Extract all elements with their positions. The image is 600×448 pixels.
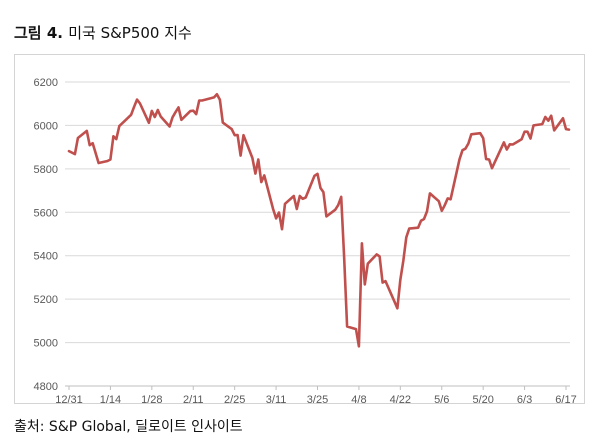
x-tick-label: 12/31 — [55, 394, 83, 403]
source-note: 출처: S&P Global, 딜로이트 인사이트 — [14, 419, 243, 435]
y-tick-label: 5600 — [34, 207, 58, 219]
figure-number: 그림 4. — [14, 24, 63, 42]
y-tick-label: 5000 — [34, 338, 58, 350]
x-tick-label: 6/3 — [517, 394, 532, 403]
y-tick-label: 5800 — [34, 164, 58, 176]
x-tick-label: 2/11 — [183, 394, 204, 403]
y-tick-label: 4800 — [34, 381, 58, 393]
x-tick-label: 2/25 — [224, 394, 245, 403]
sp500-index-line — [67, 92, 571, 348]
x-tick-label: 1/14 — [100, 394, 121, 403]
figure-title-text: 미국 S&P500 지수 — [68, 24, 192, 42]
y-tick-label: 5400 — [34, 251, 58, 263]
figure-title: 그림 4. 미국 S&P500 지수 — [14, 22, 192, 43]
x-tick-label: 1/28 — [141, 394, 162, 403]
x-tick-label: 5/20 — [472, 394, 493, 403]
x-tick-label: 6/17 — [555, 394, 576, 403]
chart-area: 4800 5000 5200 5400 5600 5800 6000 6200 12/31 1/… — [14, 54, 585, 404]
y-tick-label: 6200 — [34, 77, 58, 89]
x-axis: 12/31 1/14 1/28 2/11 2/25 3/11 3/25 4/8 4/22 5/6 5… — [55, 386, 577, 403]
x-tick-label: 4/8 — [351, 394, 366, 403]
x-tick-label: 4/22 — [390, 394, 411, 403]
series-layer — [67, 92, 571, 348]
y-axis-ticks: 4800 5000 5200 5400 5600 5800 6000 6200 — [34, 77, 58, 393]
x-tick-label: 3/25 — [307, 394, 328, 403]
y-tick-label: 6000 — [34, 120, 58, 132]
line-chart: 4800 5000 5200 5400 5600 5800 6000 6200 12/31 1/… — [34, 77, 577, 403]
x-tick-label: 3/11 — [266, 394, 287, 403]
gridlines — [65, 81, 570, 387]
y-tick-label: 5200 — [34, 294, 58, 306]
x-tick-label: 5/6 — [434, 394, 449, 403]
